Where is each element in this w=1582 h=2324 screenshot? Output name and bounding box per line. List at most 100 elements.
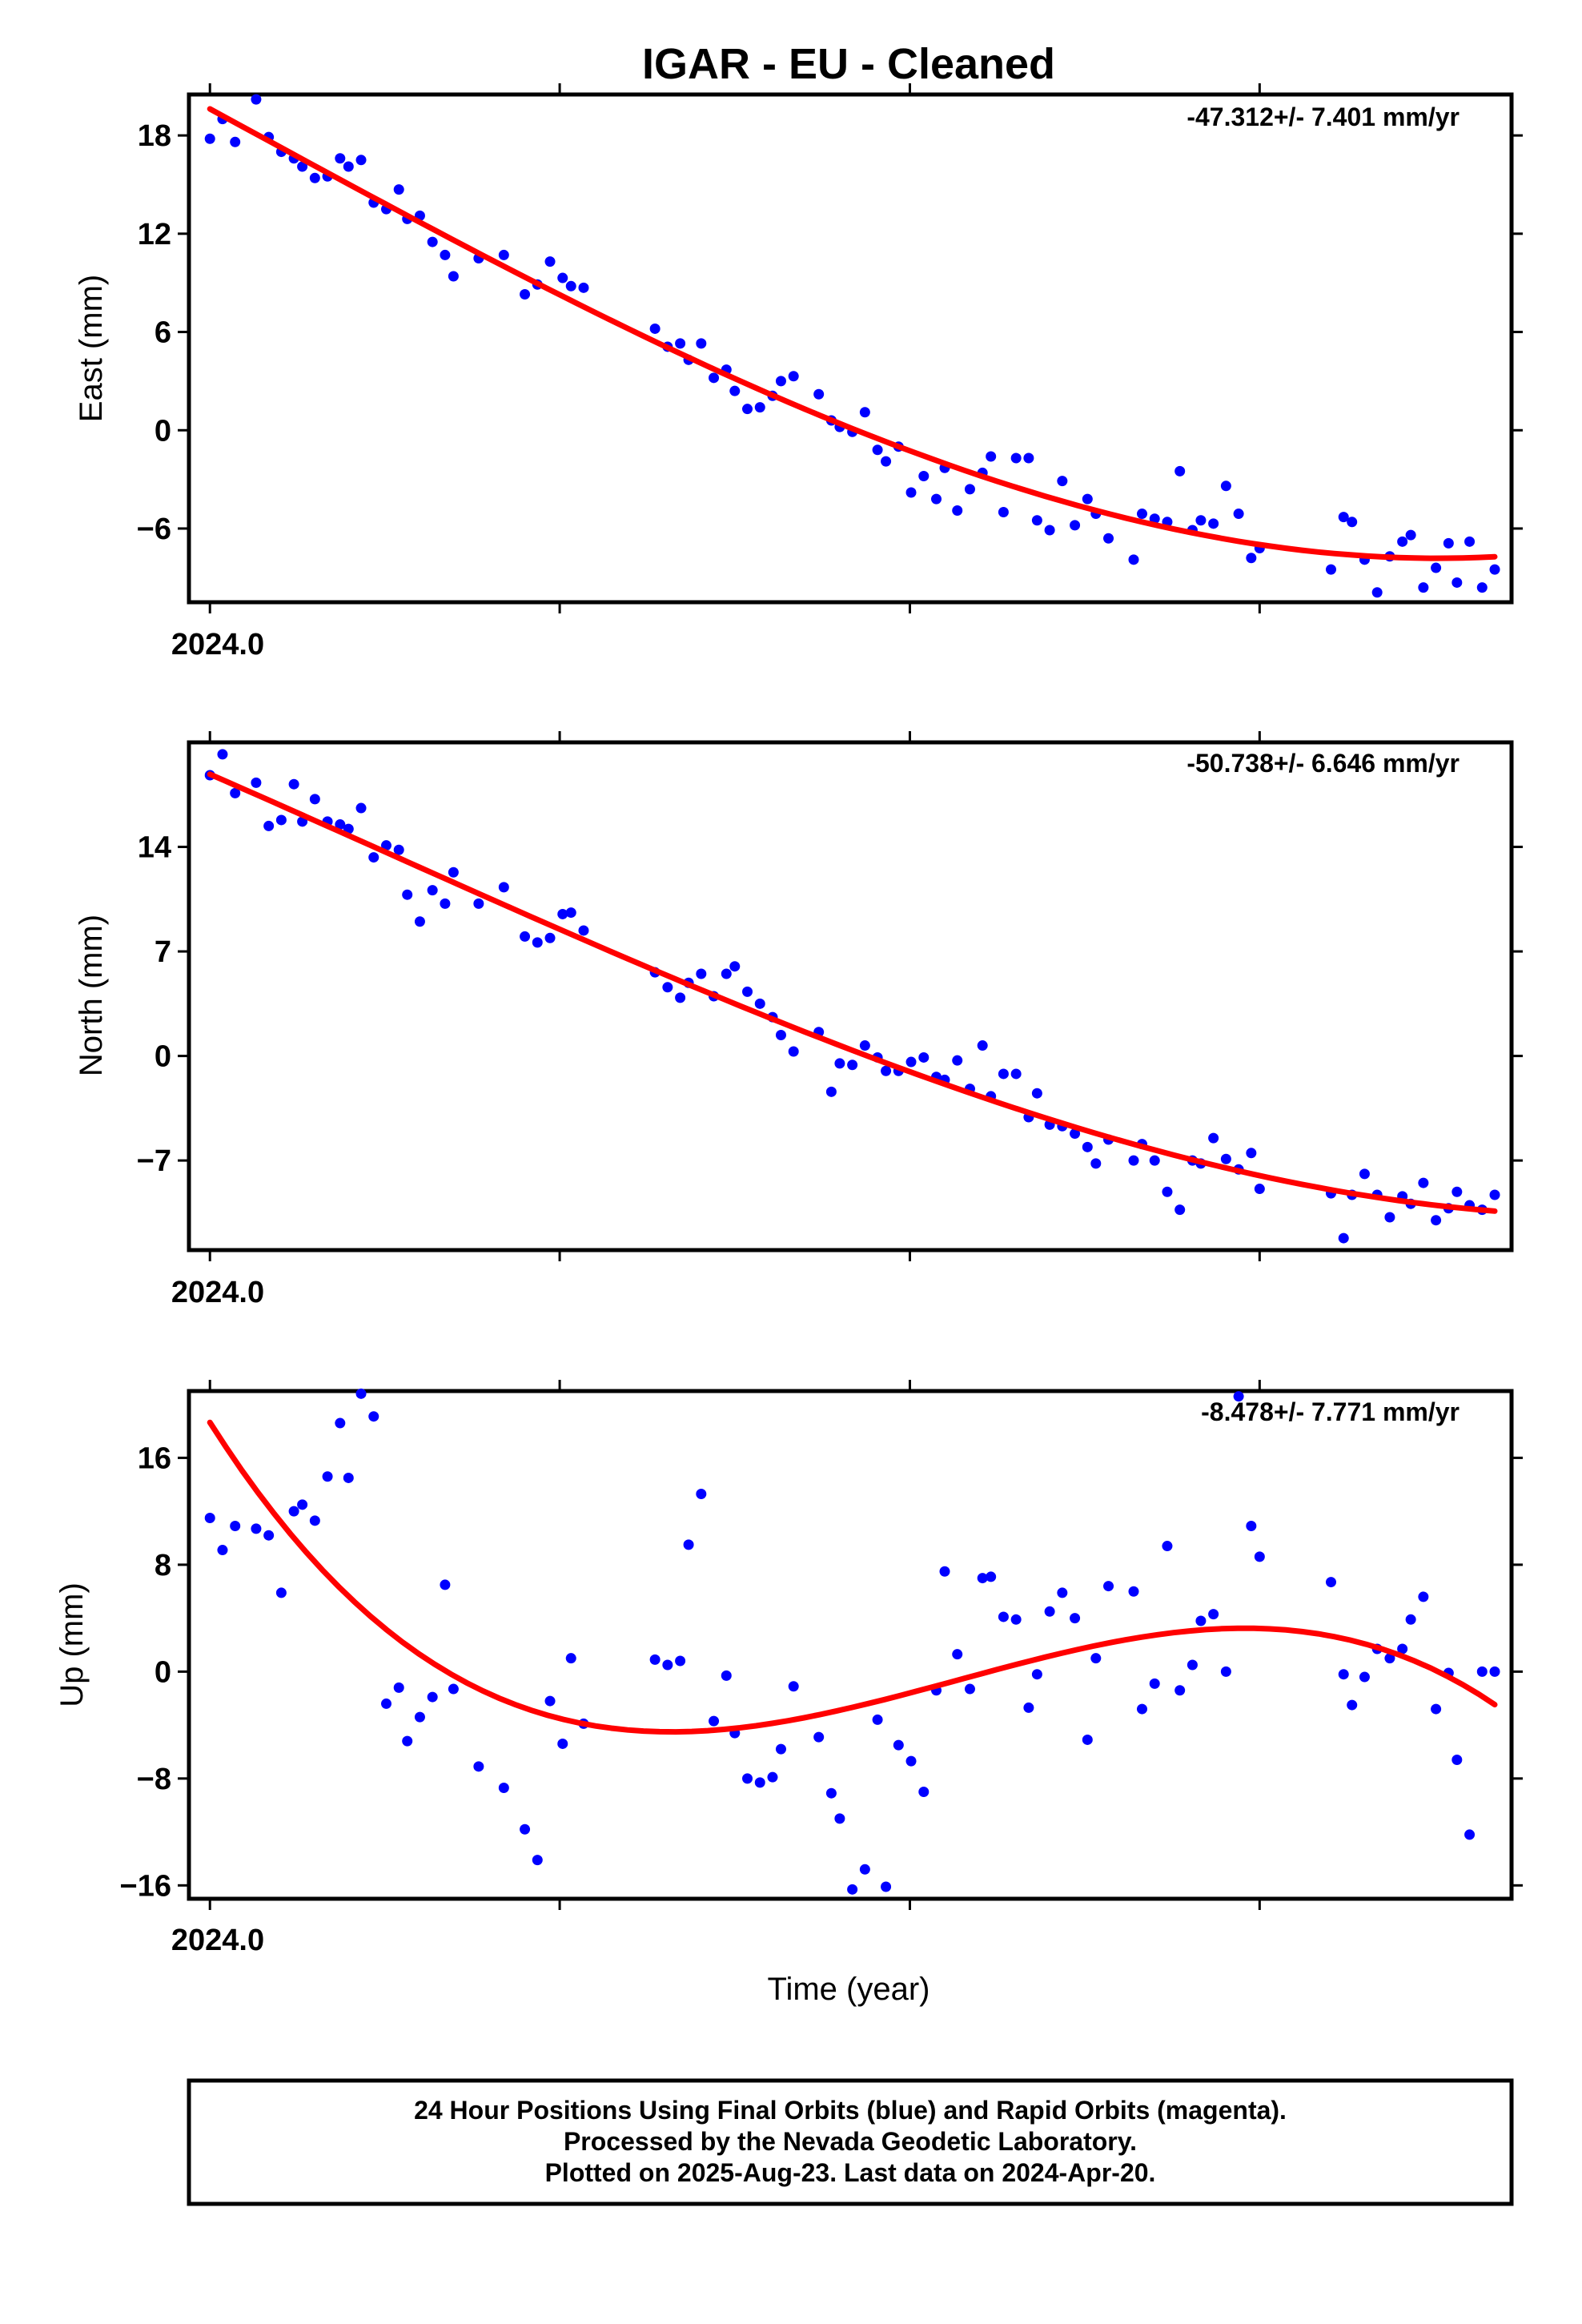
panel-east-data-point bbox=[1136, 509, 1147, 520]
panel-east-data-point bbox=[1010, 452, 1022, 464]
panel-east-data-point bbox=[1338, 512, 1349, 523]
panel-up-data-point bbox=[1405, 1614, 1416, 1625]
panel-up-data-point bbox=[288, 1506, 299, 1517]
panel-north-data-point bbox=[1254, 1184, 1265, 1195]
panel-north-data-point bbox=[1452, 1186, 1463, 1197]
panel-east-data-point bbox=[986, 451, 997, 462]
panel-up-data-point bbox=[1384, 1653, 1395, 1664]
panel-east-ytick-label: 12 bbox=[138, 218, 171, 251]
panel-east: 18 12 6 0 −6 -47.312+/- 7.401 mm/yr East (mm… bbox=[74, 83, 1523, 661]
panel-east-data-point bbox=[1397, 536, 1408, 547]
panel-east-data-point bbox=[1031, 515, 1042, 526]
panel-up-frame bbox=[187, 1389, 1514, 1901]
panel-up-data-point bbox=[709, 1715, 720, 1727]
panel-north-data-point bbox=[1338, 1232, 1349, 1244]
panel-north-data-point bbox=[1431, 1215, 1442, 1226]
panel-up-data-point bbox=[544, 1695, 556, 1707]
panel-east-ticks: 18 12 6 0 −6 bbox=[137, 83, 1523, 613]
panel-north-data-point bbox=[847, 1059, 858, 1071]
caption-box: 24 Hour Positions Using Final Orbits (bl… bbox=[187, 2078, 1514, 2206]
panel-east-data-point bbox=[1195, 515, 1207, 526]
panel-up-ytick-label: 8 bbox=[155, 1549, 171, 1582]
panel-up-ytick-label: 0 bbox=[155, 1655, 171, 1689]
panel-up-data-point bbox=[918, 1787, 930, 1798]
panel-east-ylabel: East (mm) bbox=[74, 275, 109, 422]
panel-north-data-point bbox=[1010, 1068, 1022, 1080]
panel-east-data-point bbox=[1174, 465, 1186, 476]
panel-east-data-point bbox=[881, 456, 892, 467]
panel-east-data-point bbox=[1220, 480, 1231, 492]
panel-up-data-point bbox=[1174, 1685, 1186, 1696]
panel-north-data-point bbox=[368, 852, 379, 863]
panel-north-data-point bbox=[998, 1068, 1009, 1080]
panel-east-data-point bbox=[1452, 577, 1463, 588]
panel-east-data-point bbox=[440, 249, 451, 260]
panel-east-data-point bbox=[1149, 513, 1160, 525]
panel-north-data-point bbox=[952, 1055, 963, 1066]
panel-up-points bbox=[204, 1388, 1500, 1895]
panel-east-data-point bbox=[1464, 536, 1476, 547]
panel-up-data-point bbox=[335, 1417, 346, 1429]
panel-north-data-point bbox=[402, 889, 413, 900]
panel-up-ytick-label: −16 bbox=[120, 1869, 171, 1903]
panel-up-data-point bbox=[393, 1682, 404, 1693]
panel-up-data-point bbox=[905, 1755, 917, 1767]
panel-up-data-point bbox=[1090, 1653, 1102, 1664]
panel-north-data-point bbox=[859, 1040, 870, 1051]
panel-up-data-point bbox=[1418, 1591, 1429, 1602]
panel-east-data-point bbox=[742, 404, 753, 415]
panel-up-data-point bbox=[1082, 1734, 1093, 1745]
panel-up-data-point bbox=[1128, 1586, 1139, 1597]
panel-up-data-point bbox=[309, 1515, 320, 1526]
panel-east-data-point bbox=[565, 280, 576, 292]
panel-north-ytick-label: 0 bbox=[155, 1040, 171, 1074]
panel-east-data-point bbox=[1044, 525, 1055, 536]
panel-up-data-point bbox=[204, 1513, 215, 1523]
panel-north-data-point bbox=[1246, 1148, 1257, 1159]
panel-east-fit-line bbox=[207, 106, 1498, 561]
panel-up-data-point bbox=[414, 1711, 425, 1723]
panel-up-data-point bbox=[1208, 1609, 1219, 1620]
panel-east-data-point bbox=[788, 371, 799, 382]
panel-north-data-point bbox=[532, 937, 543, 948]
panel-east-data-point bbox=[1070, 520, 1081, 531]
panel-east-ytick-label: 0 bbox=[155, 414, 171, 448]
panel-up-data-point bbox=[1103, 1581, 1114, 1592]
panel-up-data-point bbox=[1023, 1702, 1034, 1713]
panel-up-data-point bbox=[1044, 1606, 1055, 1617]
panel-up-data-point bbox=[1162, 1541, 1173, 1552]
panel-up-data-point bbox=[1464, 1829, 1476, 1840]
panel-east-data-point bbox=[1103, 533, 1114, 544]
panel-up-data-point bbox=[1233, 1391, 1244, 1402]
panel-east-data-point bbox=[297, 161, 308, 172]
panel-up-data-point bbox=[742, 1773, 753, 1784]
panel-north-points bbox=[204, 749, 1500, 1244]
panel-up-data-point bbox=[1220, 1666, 1231, 1677]
panel-east-data-point bbox=[1476, 582, 1488, 593]
panel-up-data-point bbox=[263, 1530, 275, 1541]
panel-north-data-point bbox=[1489, 1189, 1500, 1200]
panel-north-data-point bbox=[662, 982, 673, 993]
panel-up-ticks: 16 8 0 −8 −16 bbox=[120, 1380, 1523, 1910]
panel-up-data-point bbox=[1338, 1669, 1349, 1680]
panel-east-data-point bbox=[204, 133, 215, 144]
panel-east-rate-label: -47.312+/- 7.401 mm/yr bbox=[1186, 103, 1460, 131]
x-axis-label: Time (year) bbox=[768, 1972, 930, 2007]
panel-north-data-point bbox=[275, 814, 287, 826]
caption-line-3: Plotted on 2025-Aug-23. Last data on 202… bbox=[545, 2158, 1156, 2187]
panel-east-data-point bbox=[775, 376, 786, 387]
panel-up-data-point bbox=[368, 1411, 379, 1422]
panel-north-data-point bbox=[414, 916, 425, 927]
panel-up-data-point bbox=[788, 1681, 799, 1692]
panel-east-data-point bbox=[709, 372, 720, 384]
panel-north-data-point bbox=[675, 992, 686, 1003]
panel-up-data-point bbox=[1057, 1587, 1068, 1598]
panel-east-data-point bbox=[309, 172, 320, 183]
panel-north-data-point bbox=[1149, 1155, 1160, 1166]
panel-up-data-point bbox=[1195, 1615, 1207, 1626]
caption-line-1: 24 Hour Positions Using Final Orbits (bl… bbox=[414, 2096, 1287, 2125]
panel-up-data-point bbox=[1070, 1613, 1081, 1624]
panel-up-data-point bbox=[230, 1521, 241, 1532]
